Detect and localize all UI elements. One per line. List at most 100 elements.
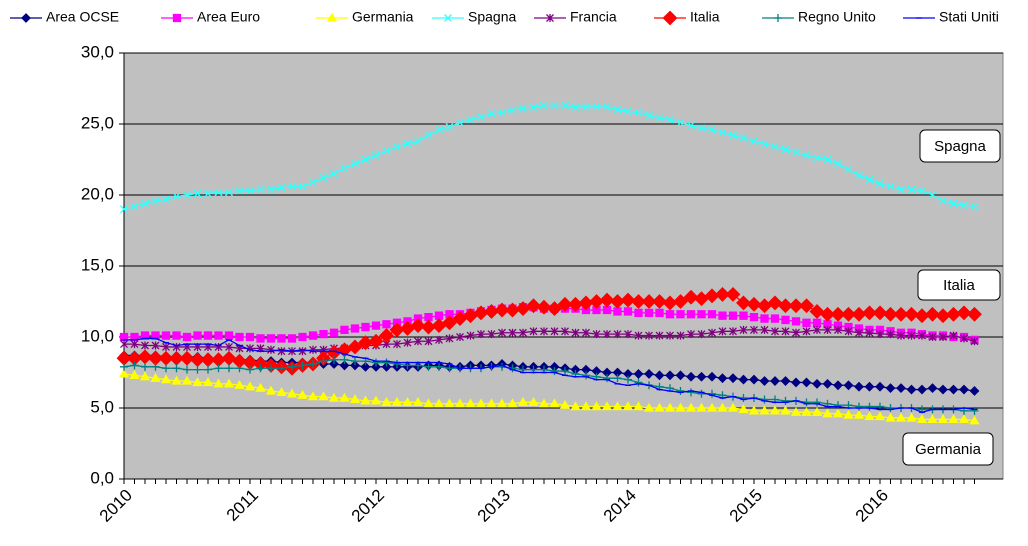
data-point [318,391,329,401]
data-point [855,402,863,411]
data-point [340,164,349,172]
data-point [613,307,622,316]
data-point [906,412,917,422]
data-point [948,414,959,424]
data-point [445,310,454,319]
data-point [298,361,307,370]
data-point [820,306,835,322]
data-point [204,365,212,374]
data-point [644,308,654,318]
data-point [246,365,254,374]
data-point [120,362,128,371]
data-point [540,101,548,110]
data-point [414,337,422,346]
data-point [834,325,842,334]
data-point [330,169,338,178]
data-point [372,358,380,367]
data-point [118,368,130,378]
data-point [686,310,696,319]
data-point [781,327,790,336]
data-point [519,104,527,113]
legend-label: Italia [690,9,720,25]
data-point [750,325,758,334]
data-point [969,415,980,425]
data-point [760,325,769,334]
data-point [402,397,413,406]
data-point [687,330,695,339]
data-point [634,331,643,340]
data-point [801,377,812,388]
data-point [526,298,541,314]
data-point [676,118,685,127]
y-tick-label: 15,0 [81,255,114,274]
data-point [350,324,360,333]
data-point [738,404,749,414]
data-point [634,378,643,387]
data-point [715,286,730,302]
data-point [412,397,424,406]
data-point [624,375,632,384]
data-point [918,331,926,340]
data-point [683,289,699,305]
data-point [225,188,233,197]
data-point [340,325,349,335]
series-line [123,104,975,210]
data-point [192,377,203,387]
data-point [214,331,223,340]
data-point [645,331,653,340]
data-point [893,306,909,322]
data-point [162,364,170,373]
data-point [876,330,884,339]
data-point [718,311,727,320]
data-point [864,411,875,421]
annotation: Germania [915,441,982,458]
data-point [865,175,874,184]
data-point [802,151,811,160]
data-point [634,108,643,117]
data-point [725,286,741,302]
data-point [507,398,518,408]
data-point [728,311,738,320]
data-point [960,334,968,343]
data-point [183,365,191,374]
data-point [361,155,370,164]
data-point [203,331,213,340]
legend-label: Stati Uniti [939,9,999,25]
legend: Area OCSE Area Euro Germania Spagna Francia I… [10,9,999,26]
data-point [424,131,433,140]
data-point [328,392,340,402]
data-point [686,371,696,382]
data-point [256,185,265,194]
data-point [918,186,926,195]
data-point [865,402,874,411]
data-point [906,384,917,395]
data-point [886,182,895,191]
data-point [830,306,846,322]
data-point [592,103,601,111]
data-point [442,315,457,331]
data-point [613,105,622,114]
data-point [319,357,328,366]
annotation: Italia [943,277,975,294]
data-point [487,110,496,119]
data-point [360,361,371,372]
data-point [790,406,802,416]
y-tick-label: 0,0 [90,468,114,487]
data-point [245,332,255,342]
data-point [633,401,644,411]
data-point [465,398,476,408]
data-point [956,305,972,321]
data-point [561,101,569,110]
data-point [687,388,695,397]
data-point [286,388,298,398]
data-point [255,382,266,392]
data-point [382,320,391,329]
data-point [937,414,949,424]
data-point [620,292,636,308]
data-point [393,142,401,151]
data-point [928,333,937,341]
data-point [624,107,632,116]
data-point [729,327,737,336]
data-point [791,317,801,326]
